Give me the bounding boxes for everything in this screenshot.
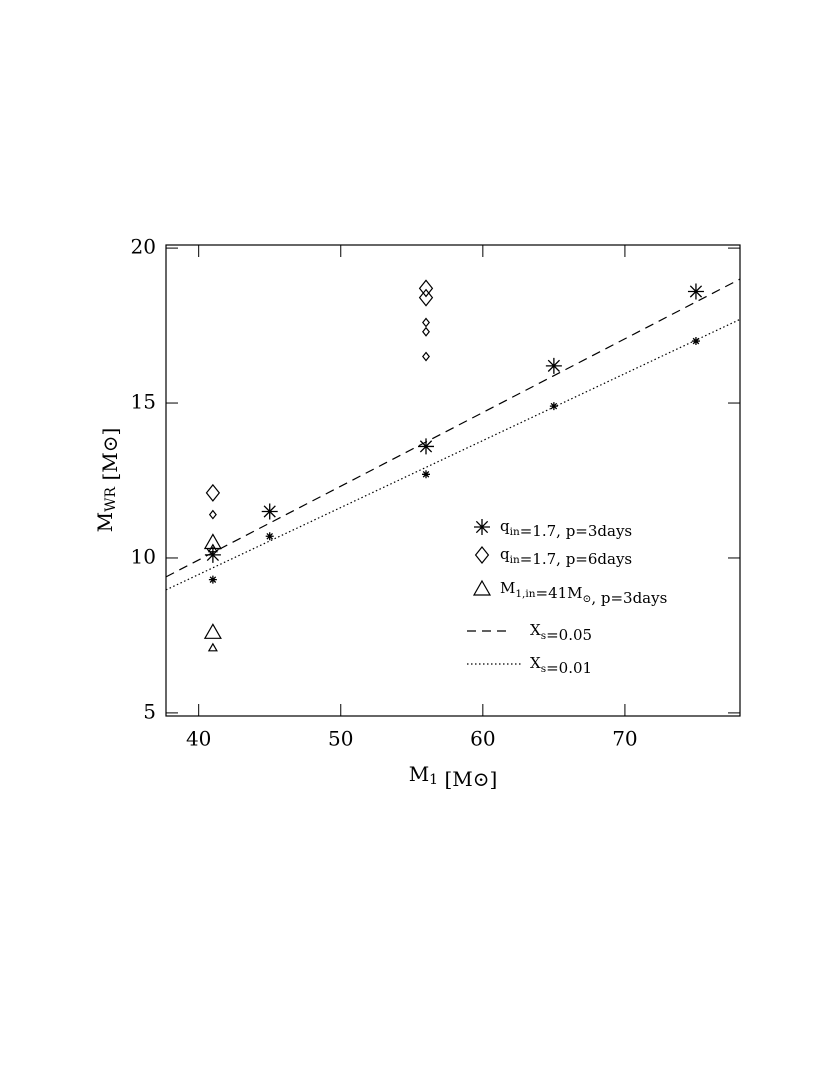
legend-label: qin=1.7, p=6days xyxy=(500,545,632,568)
diamond-marker xyxy=(418,279,434,298)
asterisk-marker xyxy=(265,532,274,541)
legend-label: M1,in=41M⊙, p=3days xyxy=(500,579,667,607)
triangle-marker xyxy=(207,642,218,652)
asterisk-marker xyxy=(261,503,278,520)
triangle-marker xyxy=(203,533,222,550)
fit-line xyxy=(166,278,740,578)
y-tick-label: 5 xyxy=(143,699,156,723)
x-tick-label: 70 xyxy=(612,727,637,751)
x-tick-label: 60 xyxy=(470,727,495,751)
asterisk-marker xyxy=(691,337,700,346)
x-tick-label: 50 xyxy=(328,727,353,751)
legend-label: Xs=0.05 xyxy=(530,621,592,644)
triangle-marker xyxy=(472,579,492,596)
fit-line xyxy=(166,318,740,591)
y-tick-label: 10 xyxy=(131,544,156,568)
triangle-marker xyxy=(203,623,222,639)
asterisk-marker xyxy=(418,438,435,455)
diamond-marker xyxy=(422,317,430,328)
diamond-marker xyxy=(208,509,217,520)
legend-label: qin=1.7, p=3days xyxy=(500,517,632,540)
asterisk-marker xyxy=(545,357,562,374)
asterisk-marker xyxy=(474,519,490,535)
triangle-marker xyxy=(207,543,218,553)
plot-frame xyxy=(165,244,741,717)
x-tick-label: 40 xyxy=(186,727,211,751)
asterisk-marker xyxy=(208,575,217,584)
y-tick-label: 15 xyxy=(131,390,156,414)
asterisk-marker xyxy=(204,546,221,563)
x-axis-label: M1 [M⊙] xyxy=(409,762,498,791)
legend-label: Xs=0.01 xyxy=(530,654,592,677)
diamond-marker xyxy=(422,351,430,362)
asterisk-marker xyxy=(422,470,431,479)
diamond-marker xyxy=(205,483,221,502)
diamond-marker xyxy=(474,546,490,564)
y-tick-label: 20 xyxy=(131,235,156,259)
diamond-marker xyxy=(422,326,430,337)
diamond-marker xyxy=(418,288,434,307)
y-axis-label: MWR [M⊙] xyxy=(93,428,122,533)
asterisk-marker xyxy=(687,283,704,300)
asterisk-marker xyxy=(549,402,558,411)
